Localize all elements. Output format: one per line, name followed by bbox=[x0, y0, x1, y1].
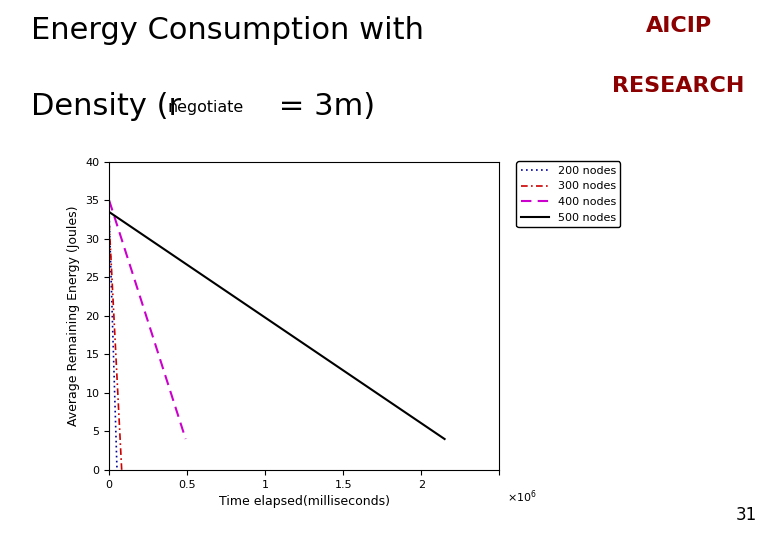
Y-axis label: Average Remaining Energy (Joules): Average Remaining Energy (Joules) bbox=[67, 206, 80, 426]
Text: 31: 31 bbox=[736, 506, 757, 524]
400 nodes bbox=[105, 197, 114, 204]
Line: 300 nodes: 300 nodes bbox=[109, 224, 122, 470]
300 nodes bbox=[105, 220, 114, 227]
400 nodes bbox=[181, 436, 190, 442]
Text: Density (r: Density (r bbox=[31, 92, 181, 121]
Text: Energy Consumption with: Energy Consumption with bbox=[31, 16, 424, 45]
Legend: 200 nodes, 300 nodes, 400 nodes, 500 nodes: 200 nodes, 300 nodes, 400 nodes, 500 nod… bbox=[516, 161, 620, 227]
Text: $\times 10^6$: $\times 10^6$ bbox=[507, 488, 537, 505]
Line: 400 nodes: 400 nodes bbox=[109, 200, 186, 439]
Text: negotiate: negotiate bbox=[168, 100, 244, 115]
Text: RESEARCH: RESEARCH bbox=[612, 76, 745, 96]
X-axis label: Time elapsed(milliseconds): Time elapsed(milliseconds) bbox=[218, 495, 390, 508]
Text: = 3m): = 3m) bbox=[269, 92, 375, 121]
300 nodes bbox=[117, 467, 126, 473]
Text: AICIP: AICIP bbox=[646, 16, 711, 36]
